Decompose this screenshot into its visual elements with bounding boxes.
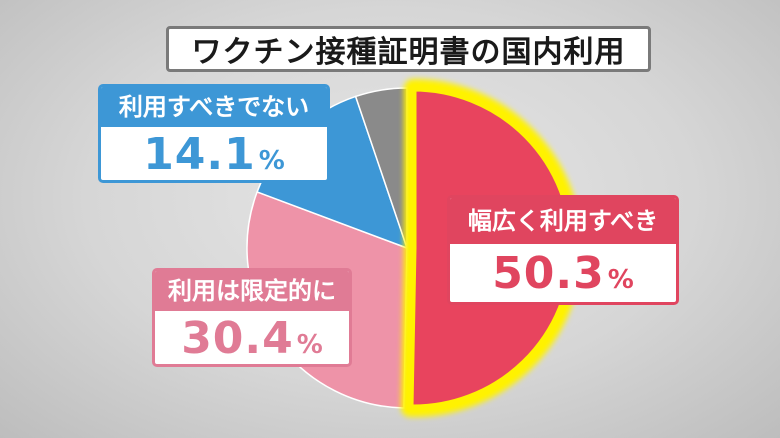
callout-value: 30.4% bbox=[155, 311, 349, 364]
callout-limited-use: 利用は限定的に 30.4% bbox=[152, 268, 352, 367]
value-number: 30.4 bbox=[181, 313, 294, 364]
value-number: 14.1 bbox=[143, 129, 256, 180]
chart-title: ワクチン接種証明書の国内利用 bbox=[166, 26, 651, 72]
value-number: 50.3 bbox=[492, 248, 605, 299]
value-unit: % bbox=[296, 330, 323, 360]
value-unit: % bbox=[258, 146, 285, 176]
callout-widely-use: 幅広く利用すべき 50.3% bbox=[447, 195, 679, 305]
callout-label: 利用すべきでない bbox=[101, 87, 327, 127]
value-unit: % bbox=[607, 265, 634, 295]
callout-value: 14.1% bbox=[101, 127, 327, 180]
callout-value: 50.3% bbox=[450, 244, 676, 302]
callout-label: 幅広く利用すべき bbox=[450, 198, 676, 244]
callout-label: 利用は限定的に bbox=[155, 271, 349, 311]
callout-should-not-use: 利用すべきでない 14.1% bbox=[98, 84, 330, 183]
